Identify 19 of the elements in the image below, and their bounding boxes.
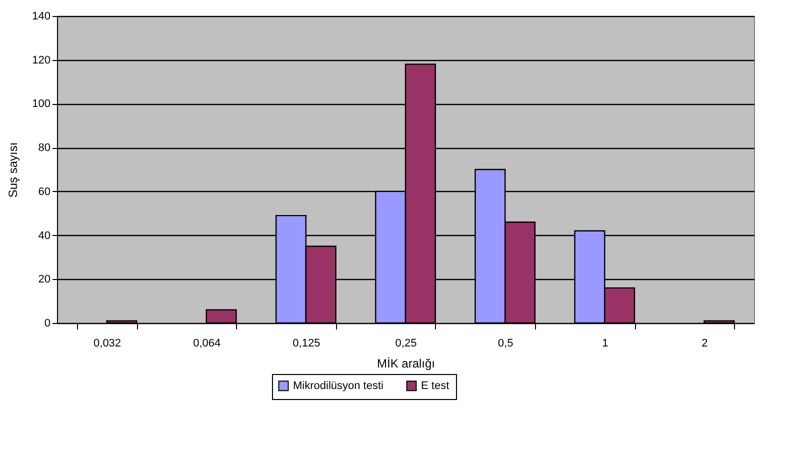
x-tick-label: 0,25 (395, 338, 417, 350)
x-tick-label: 0,5 (498, 338, 514, 350)
y-tick-label: 0 (44, 318, 50, 330)
legend-label: Mikrodilüsyon testi (293, 380, 384, 392)
x-tick-label: 1 (602, 338, 608, 350)
x-tick-label: 0,032 (94, 338, 122, 350)
y-axis-title: Suş sayısı (6, 142, 20, 198)
y-tick-label: 40 (38, 230, 50, 242)
y-tick-label: 100 (32, 98, 50, 110)
y-tick-label: 140 (32, 10, 50, 22)
x-tick-label: 0,064 (193, 338, 221, 350)
y-tick-label: 60 (38, 186, 50, 198)
legend-label: E test (421, 380, 450, 392)
x-tick-label: 2 (702, 338, 708, 350)
y-tick-label: 120 (32, 54, 50, 66)
x-tick-label: 0,125 (292, 338, 320, 350)
y-tick-label: 20 (38, 274, 50, 286)
x-axis-title: MİK aralığı (376, 356, 436, 370)
y-tick-label: 80 (38, 142, 50, 154)
